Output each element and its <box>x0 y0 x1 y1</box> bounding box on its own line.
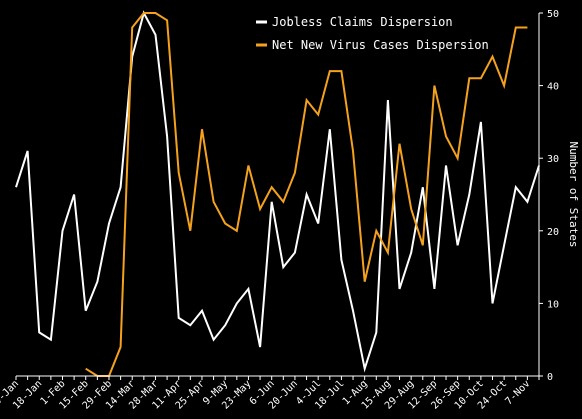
plot-area <box>15 10 540 377</box>
legend-label: Net New Virus Cases Dispersion <box>272 38 489 52</box>
y-tick-label: 30 <box>547 154 559 165</box>
y-tick-label: 0 <box>547 372 553 383</box>
y-tick-label: 20 <box>547 227 559 238</box>
series-line-virus-cases <box>85 12 528 377</box>
legend: Jobless Claims Dispersion Net New Virus C… <box>256 15 489 52</box>
legend-label: Jobless Claims Dispersion <box>272 15 453 29</box>
series-line-jobless-claims <box>15 10 540 373</box>
y-axis-title: Number of States <box>567 142 580 248</box>
y-tick-label: 10 <box>547 299 559 310</box>
y-tick-label: 50 <box>547 9 559 20</box>
y-tick-label: 40 <box>547 82 559 93</box>
